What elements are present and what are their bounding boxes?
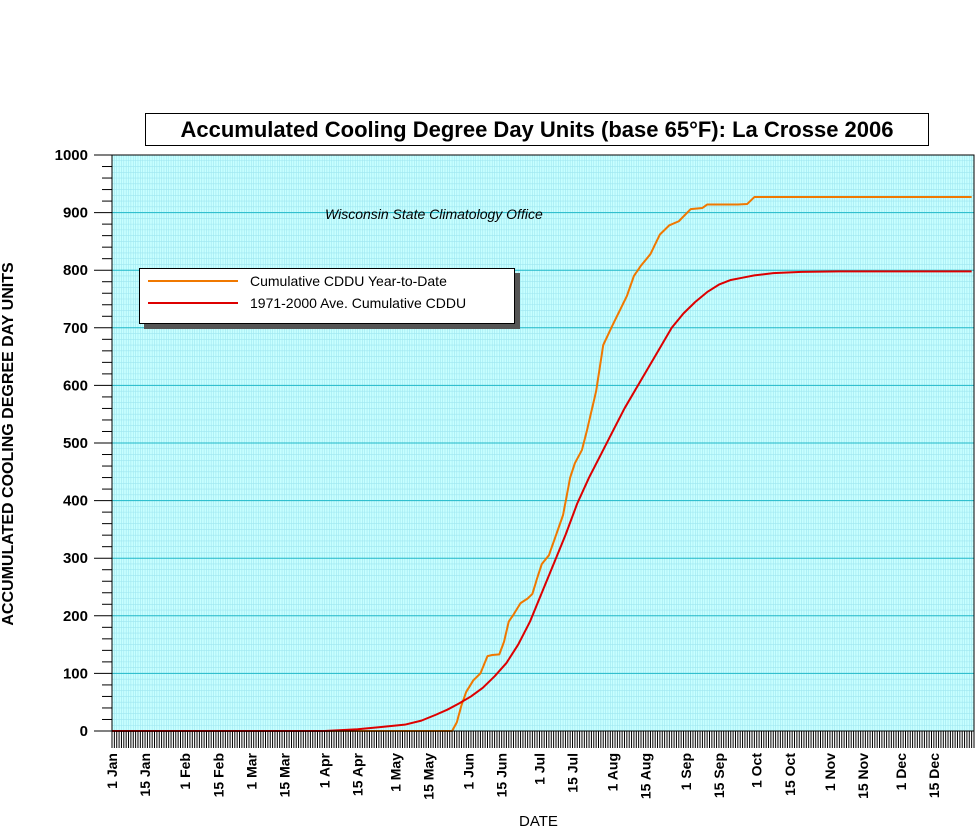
x-tick-label: 1 Aug — [605, 753, 621, 791]
legend-label-average: 1971-2000 Ave. Cumulative CDDU — [250, 295, 467, 311]
y-tick-label: 300 — [63, 550, 88, 567]
y-tick-label: 800 — [63, 262, 88, 279]
y-tick-label: 400 — [63, 493, 88, 510]
x-tick-label: 1 Feb — [177, 753, 193, 790]
legend-swatch-ytd — [148, 280, 238, 282]
x-tick-label: 15 Feb — [210, 753, 226, 797]
x-tick-label: 15 Oct — [782, 753, 798, 796]
y-tick-label: 700 — [63, 320, 88, 337]
x-tick-label: 1 Apr — [317, 752, 333, 788]
x-tick-label: 15 Jan — [137, 753, 153, 797]
y-tick-label: 1000 — [55, 147, 88, 164]
x-tick-label: 1 Dec — [893, 753, 909, 791]
y-tick-label: 100 — [63, 665, 88, 682]
series-layer — [112, 196, 972, 732]
y-tick-label: 500 — [63, 435, 88, 452]
y-tick-label: 600 — [63, 377, 88, 394]
y-tick-label: 200 — [63, 608, 88, 625]
y-tick-label: 0 — [80, 723, 88, 740]
chart-legend: Cumulative CDDU Year-to-Date 1971-2000 A… — [139, 268, 515, 324]
x-tick-label: 15 Nov — [855, 753, 871, 799]
series-line-average — [112, 270, 972, 732]
x-tick-label: 15 Jul — [565, 753, 581, 793]
x-tick-label: 15 May — [420, 753, 436, 800]
x-tick-label: 15 Dec — [926, 753, 942, 798]
x-tick-label: 15 Jun — [494, 753, 510, 797]
chart-annotation: Wisconsin State Climatology Office — [325, 206, 543, 222]
x-tick-label: 1 Sep — [678, 753, 694, 790]
x-tick-label: 1 Jun — [461, 753, 477, 790]
y-axis-label: ACCUMULATED COOLING DEGREE DAY UNITS — [0, 262, 17, 626]
x-tick-label: 1 Nov — [822, 753, 838, 791]
y-axis: 0 100 200 300 400 500 600 700 800 900 1000 — [55, 147, 112, 740]
x-tick-label: 15 Mar — [276, 752, 292, 797]
x-tick-label: 1 Oct — [749, 753, 765, 788]
x-axis: 1 Jan 15 Jan 1 Feb 15 Feb 1 Mar 15 Mar 1 Apr 15… — [104, 731, 975, 800]
x-tick-label: 15 Sep — [711, 753, 727, 798]
x-tick-label: 15 Apr — [350, 752, 366, 796]
y-tick-label: 900 — [63, 205, 88, 222]
x-tick-label: 1 May — [387, 753, 403, 792]
legend-item-ytd: Cumulative CDDU Year-to-Date — [148, 271, 447, 291]
x-tick-label: 15 Aug — [638, 753, 654, 799]
legend-swatch-average — [148, 302, 238, 304]
series-line-year-to-date — [112, 196, 972, 732]
x-axis-label: DATE — [519, 813, 558, 830]
major-grid — [112, 212, 974, 674]
legend-item-average: 1971-2000 Ave. Cumulative CDDU — [148, 293, 466, 313]
chart-title: Accumulated Cooling Degree Day Units (ba… — [145, 113, 929, 146]
x-tick-label: 1 Mar — [243, 752, 259, 789]
x-tick-label: 1 Jul — [531, 753, 547, 785]
legend-label-ytd: Cumulative CDDU Year-to-Date — [250, 273, 447, 289]
x-tick-label: 1 Jan — [104, 753, 120, 789]
